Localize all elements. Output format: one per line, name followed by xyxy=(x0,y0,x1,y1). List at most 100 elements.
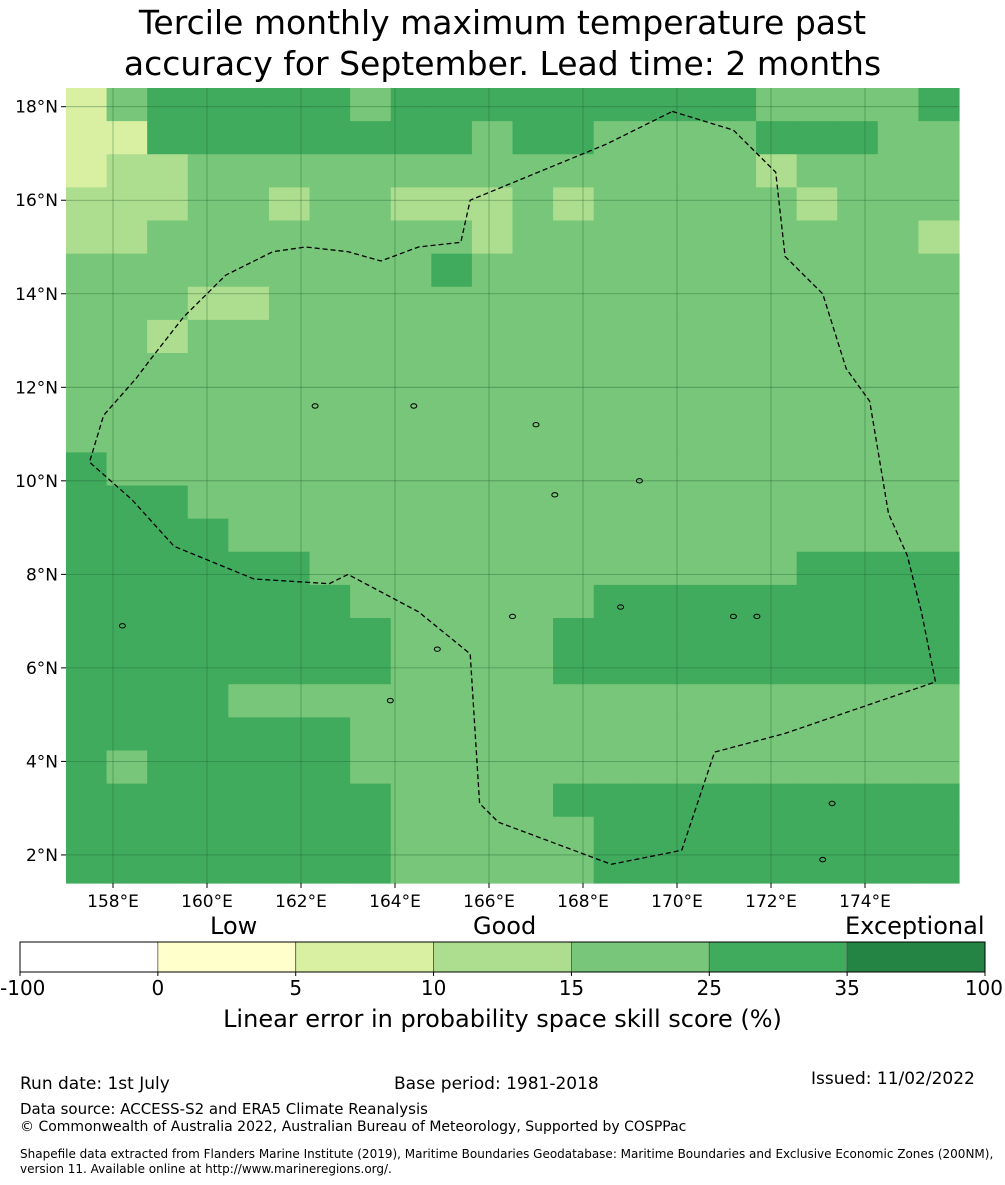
x-tick-label: 174°E xyxy=(839,892,891,912)
grid-cell xyxy=(431,651,473,685)
grid-cell xyxy=(471,684,514,718)
grid-cell xyxy=(268,816,311,851)
grid-cell xyxy=(877,717,920,752)
grid-cell xyxy=(715,353,757,387)
grid-cell xyxy=(309,154,351,188)
grid-cell xyxy=(756,88,798,122)
grid-cell xyxy=(837,187,879,222)
grid-cell xyxy=(390,253,432,288)
gridlines xyxy=(66,88,959,883)
grid-cell xyxy=(512,88,554,122)
grid-cell xyxy=(268,319,311,354)
grid-cell xyxy=(268,651,311,685)
grid-cell xyxy=(674,618,717,652)
grid-cell xyxy=(228,353,270,387)
grid-cell xyxy=(390,386,432,420)
grid-cell xyxy=(187,849,229,884)
grid-cell xyxy=(66,121,108,155)
grid-cell xyxy=(106,849,148,884)
grid-cell xyxy=(147,651,189,685)
grid-cell xyxy=(918,452,960,487)
grid-cell xyxy=(66,353,108,387)
grid-cell xyxy=(553,187,595,222)
grid-cell xyxy=(147,717,189,752)
grid-cell xyxy=(66,783,108,818)
grid-cell xyxy=(512,551,554,586)
grid-cell xyxy=(553,717,595,752)
grid-cell xyxy=(350,816,392,851)
grid-cell xyxy=(553,651,595,685)
grid-cell xyxy=(918,220,960,255)
grid-cell xyxy=(796,849,838,884)
grid-cell xyxy=(877,154,920,188)
grid-cell xyxy=(228,485,270,520)
island-outline xyxy=(509,613,516,620)
grid-cell xyxy=(106,154,148,188)
grid-cell xyxy=(106,121,148,155)
grid-cell xyxy=(228,286,270,321)
grid-cell xyxy=(837,485,879,520)
grid-cell xyxy=(106,452,148,487)
grid-cell xyxy=(390,187,432,222)
grid-cell xyxy=(350,783,392,818)
island-outline xyxy=(729,613,737,620)
grid-cell xyxy=(593,684,635,718)
grid-cell xyxy=(918,750,960,785)
grid-cell xyxy=(674,419,717,453)
grid-cell xyxy=(837,684,879,718)
grid-cell xyxy=(918,386,960,420)
y-tick-label: 6°N xyxy=(26,659,58,679)
grid-cell xyxy=(106,386,148,420)
grid-cell xyxy=(431,584,473,619)
grid-cell xyxy=(147,551,189,586)
grid-cell xyxy=(106,518,148,553)
colorbar-boundary-label: 10 xyxy=(421,976,446,1000)
grid-cell xyxy=(431,253,473,288)
grid-cell xyxy=(106,353,148,387)
grid-cell xyxy=(756,651,798,685)
grid-cell xyxy=(877,750,920,785)
grid-cell xyxy=(674,154,717,188)
colorbar-segment xyxy=(708,941,848,973)
grid-cell xyxy=(553,386,595,420)
grid-cell xyxy=(390,584,432,619)
grid-cell xyxy=(66,618,108,652)
grid-cell xyxy=(390,684,432,718)
y-tick-label: 16°N xyxy=(15,191,58,211)
grid-cell xyxy=(634,816,676,851)
grid-cell xyxy=(674,485,717,520)
x-tick-label: 170°E xyxy=(651,892,703,912)
grid-cell xyxy=(877,286,920,321)
grid-cell xyxy=(147,386,189,420)
grid-cell xyxy=(350,419,392,453)
grid-cell xyxy=(471,518,514,553)
grid-cell xyxy=(918,717,960,752)
grid-cell xyxy=(431,187,473,222)
grid-cell xyxy=(674,253,717,288)
grid-cell xyxy=(877,386,920,420)
grid-cell xyxy=(106,220,148,255)
grid-cell xyxy=(674,319,717,354)
island-outline xyxy=(828,800,836,807)
grid-cell xyxy=(796,419,838,453)
colorbar-boundary-label: 100 xyxy=(965,976,1003,1000)
grid-cell xyxy=(187,816,229,851)
grid-cell xyxy=(756,121,798,155)
grid-cell xyxy=(431,121,473,155)
grid-cell xyxy=(593,485,635,520)
grid-cell xyxy=(715,386,757,420)
grid-cell xyxy=(715,684,757,718)
grid-cell xyxy=(918,121,960,155)
grid-cell xyxy=(187,750,229,785)
grid-cell xyxy=(715,220,757,255)
grid-cell xyxy=(674,651,717,685)
grid-cell xyxy=(634,353,676,387)
grid-cell xyxy=(390,419,432,453)
grid-cell xyxy=(431,551,473,586)
grid-cell xyxy=(390,353,432,387)
x-tick-label: 164°E xyxy=(369,892,421,912)
grid-cell xyxy=(756,386,798,420)
grid-cell xyxy=(350,253,392,288)
y-tick-label: 8°N xyxy=(26,565,58,585)
shapefile-credit-line-1: Shapefile data extracted from Flanders M… xyxy=(20,1147,994,1161)
